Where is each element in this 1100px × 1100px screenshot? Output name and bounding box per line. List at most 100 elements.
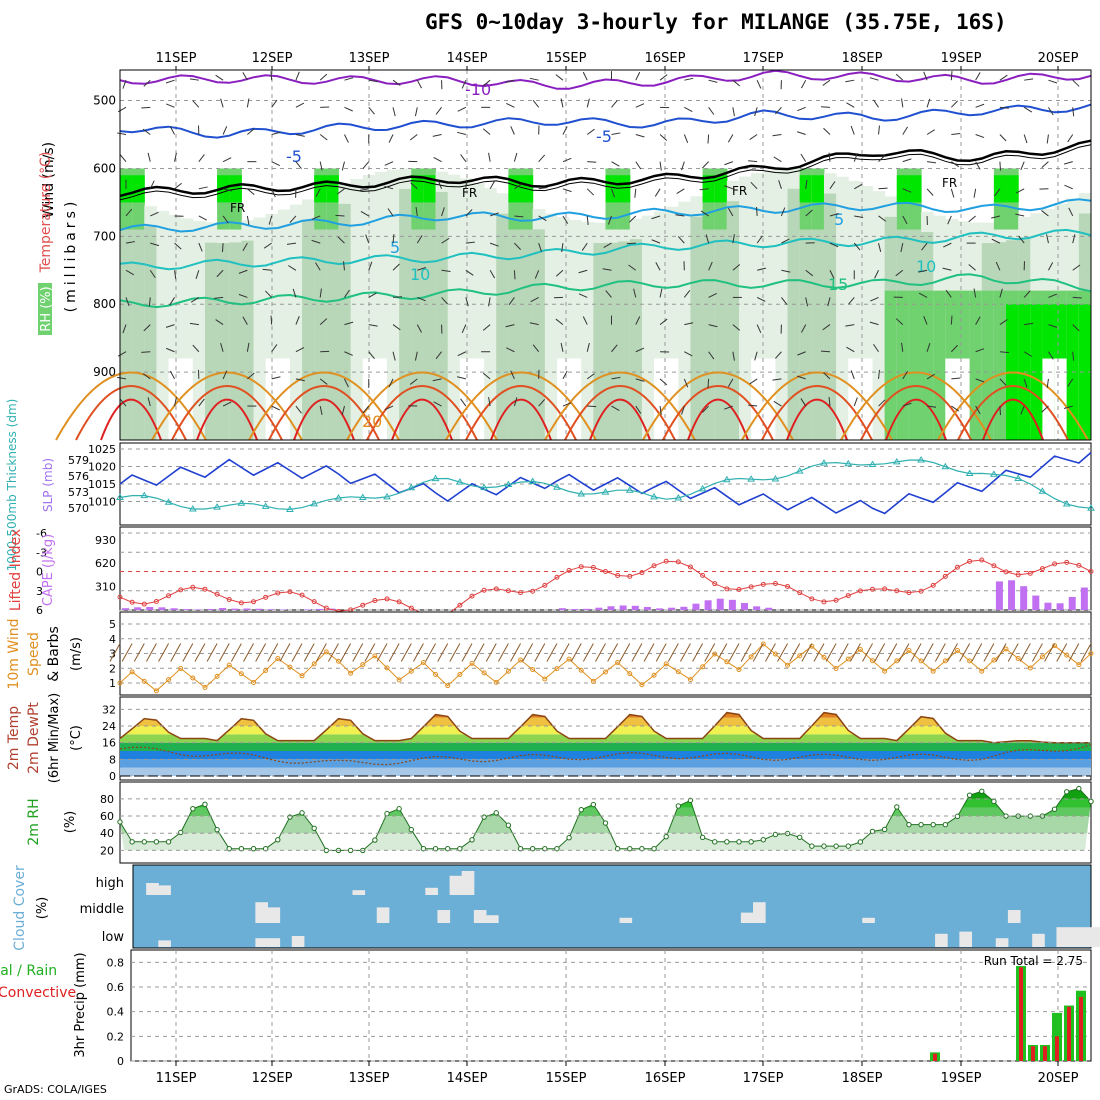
- temp-tick-label: 32: [102, 703, 116, 716]
- cloud-cell: [995, 938, 1009, 947]
- slp-tick-label: 1015: [88, 478, 116, 491]
- wind-barb: [921, 242, 928, 251]
- wind-barb: [724, 405, 734, 410]
- rh2m-marker: [177, 829, 184, 836]
- wind-barb: [238, 269, 248, 274]
- wind-barb: [902, 402, 912, 407]
- thickness-marker: [455, 478, 464, 485]
- cape-bar: [680, 606, 688, 610]
- wind-barb: [1020, 405, 1025, 415]
- axis-label-temperature: Temperature (°C): [38, 152, 54, 274]
- wind-barb: [603, 242, 612, 249]
- rh-cell: [508, 219, 522, 440]
- lifted-index-marker: [469, 593, 475, 599]
- wind-barb: [780, 207, 786, 217]
- wind10m-barb: [922, 643, 934, 662]
- wind-barb: [174, 242, 182, 250]
- wind10m-barb: [510, 643, 521, 662]
- wind-barb: [611, 188, 616, 198]
- rh-cell: [921, 290, 934, 440]
- lifted-index-marker: [214, 591, 220, 597]
- slp-tick-label: 1020: [88, 461, 116, 474]
- lifted-index-marker: [190, 584, 196, 590]
- wind-barb: [850, 125, 855, 135]
- warm-contour: [687, 398, 749, 441]
- lifted-index-marker: [797, 590, 803, 596]
- wind-barb: [705, 234, 710, 244]
- wind-barb: [174, 152, 177, 162]
- thickness-tick-label: 573: [68, 486, 89, 499]
- wind-barb: [801, 324, 807, 333]
- wind-barb: [611, 376, 621, 380]
- warm-contour: [465, 385, 577, 441]
- rh-cell: [1042, 358, 1056, 440]
- wind-barb: [482, 128, 491, 135]
- date-label-bottom: 17SEP: [743, 1071, 784, 1086]
- cloud-cell: [740, 912, 754, 923]
- wind-barb: [1072, 234, 1076, 244]
- wind-barb: [1041, 161, 1049, 169]
- cape-bar: [607, 606, 615, 610]
- warm-contour: [293, 398, 355, 441]
- rh2m-marker: [214, 826, 220, 833]
- rh2m-marker: [129, 839, 135, 845]
- date-label-top: 12SEP: [252, 51, 293, 66]
- temp-band: [120, 751, 1091, 760]
- thickness-marker: [553, 483, 561, 490]
- rh2m-marker: [1003, 813, 1009, 819]
- wind10m-marker: [687, 677, 693, 683]
- rh2m-marker: [117, 819, 123, 825]
- warm-contour: [937, 371, 1089, 441]
- cape-bar: [134, 607, 142, 610]
- axis-label-wind10m: 10m Wind: [6, 618, 22, 689]
- wind-barb: [748, 160, 758, 163]
- cape-bar: [243, 608, 251, 610]
- wind-barb: [222, 157, 232, 163]
- wind-barb: [221, 243, 224, 253]
- wind-barb: [1064, 184, 1073, 190]
- wind-barb: [633, 288, 637, 298]
- wind-barb: [1015, 188, 1025, 194]
- rh-cell: [690, 216, 704, 440]
- wind10m-barb: [862, 643, 873, 662]
- wind-barb: [247, 128, 255, 135]
- wind-barb: [756, 296, 766, 302]
- pressure-tick-label: 900: [93, 365, 116, 379]
- wind-barb: [602, 268, 612, 271]
- wind-barb: [635, 71, 641, 81]
- wind-barb: [634, 188, 637, 198]
- cape-bar: [595, 607, 603, 610]
- wind10m-barb: [534, 643, 546, 662]
- wind-barb: [141, 351, 151, 353]
- rh2m-marker: [991, 798, 997, 805]
- wind-barb: [220, 342, 224, 352]
- warm-contour: [100, 398, 162, 441]
- rh-cell: [617, 241, 631, 440]
- wind-barb: [635, 378, 645, 382]
- wind-barb: [950, 100, 958, 108]
- rh2m-marker: [675, 803, 682, 809]
- wind-barb: [246, 215, 250, 225]
- rh-cell: [896, 290, 910, 440]
- wind-barb: [586, 342, 590, 352]
- date-label-top: 17SEP: [743, 51, 784, 66]
- cloud-cell: [753, 902, 766, 923]
- wind-barb: [1041, 210, 1049, 217]
- rh2m-marker: [699, 834, 706, 841]
- wind-barb: [505, 79, 515, 83]
- rh-cell: [192, 220, 206, 440]
- contour-line-5: [119, 198, 1092, 233]
- wind-barb: [805, 269, 814, 277]
- wind-barb: [950, 188, 955, 198]
- wind-barb: [189, 78, 199, 81]
- wind-barb: [800, 153, 807, 162]
- wind-barb: [198, 215, 208, 221]
- thickness-marker: [261, 502, 270, 509]
- cape-bar: [231, 608, 239, 610]
- rh2m-marker: [809, 843, 815, 849]
- lifted-index-marker: [845, 593, 851, 599]
- thickness-marker: [164, 498, 173, 505]
- lifted-index-marker: [141, 601, 147, 607]
- contour-line-neg5: [119, 103, 1092, 139]
- wind10m-barb: [303, 643, 315, 662]
